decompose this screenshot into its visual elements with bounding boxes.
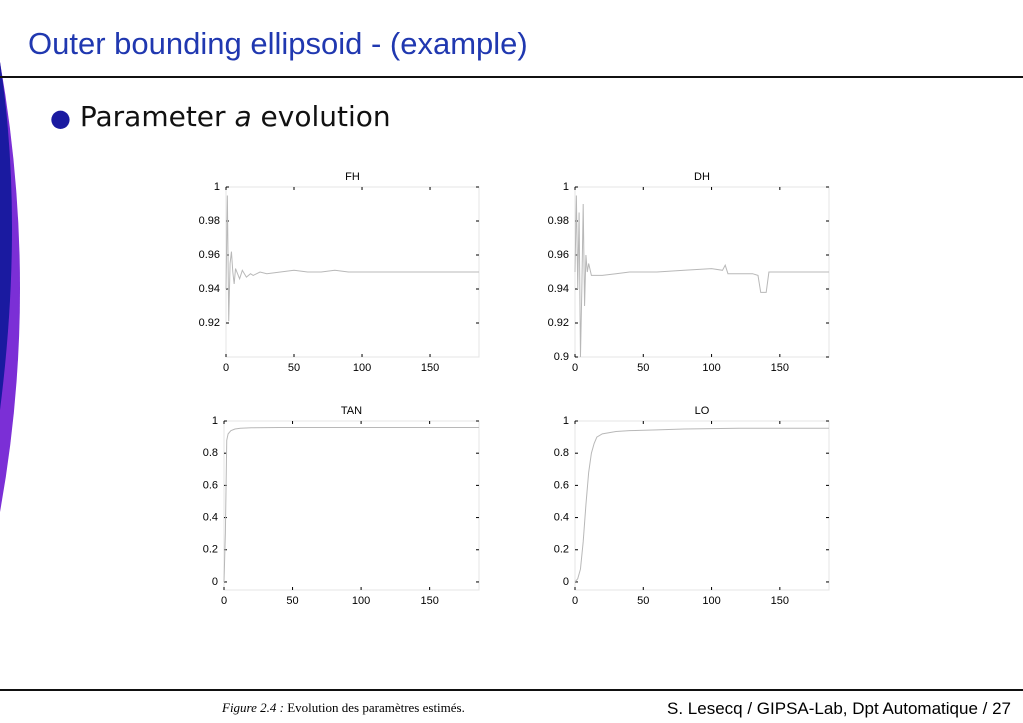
y-tick-label: 0.98 bbox=[199, 215, 220, 227]
y-tick-label: 0.6 bbox=[554, 479, 569, 491]
y-tick-label: 0.94 bbox=[199, 283, 220, 295]
x-tick-label: 100 bbox=[353, 362, 371, 374]
y-tick-label: 0.6 bbox=[203, 479, 218, 491]
x-tick-label: 0 bbox=[572, 362, 578, 374]
y-tick-label: 0.96 bbox=[548, 249, 569, 261]
x-tick-label: 150 bbox=[420, 595, 438, 607]
x-tick-label: 150 bbox=[771, 595, 789, 607]
y-tick-label: 0.9 bbox=[554, 351, 569, 363]
x-tick-label: 0 bbox=[572, 595, 578, 607]
y-tick-label: 0.96 bbox=[199, 249, 220, 261]
x-tick-label: 50 bbox=[637, 595, 649, 607]
bullet-text: evolution bbox=[260, 100, 391, 133]
y-tick-label: 0.2 bbox=[203, 544, 218, 556]
x-tick-label: 0 bbox=[223, 362, 229, 374]
data-line bbox=[574, 195, 829, 358]
y-tick-label: 0.2 bbox=[554, 544, 569, 556]
y-tick-label: 0 bbox=[563, 576, 569, 588]
chart-title: LO bbox=[695, 405, 710, 417]
y-tick-label: 0.98 bbox=[548, 215, 569, 227]
bullet-text: Parameter bbox=[79, 100, 226, 133]
caption-label: Figure 2.4 : bbox=[222, 700, 284, 715]
chart-title: DH bbox=[694, 171, 710, 183]
y-tick-label: 0.4 bbox=[554, 511, 569, 523]
y-tick-label: 0.92 bbox=[199, 317, 220, 329]
x-tick-label: 150 bbox=[771, 362, 789, 374]
y-tick-label: 1 bbox=[212, 415, 218, 427]
y-tick-label: 0.8 bbox=[554, 447, 569, 459]
x-tick-label: 100 bbox=[352, 595, 370, 607]
plot-area bbox=[574, 420, 830, 591]
x-tick-label: 0 bbox=[221, 595, 227, 607]
decoration bbox=[0, 62, 12, 410]
x-tick-label: 100 bbox=[702, 595, 720, 607]
plot-area bbox=[223, 420, 480, 591]
data-line bbox=[223, 426, 479, 582]
footer: S. Lesecq / GIPSA-Lab, Dpt Automatique /… bbox=[667, 699, 1011, 718]
data-line bbox=[225, 195, 479, 322]
bullet: ● Parameter a evolution bbox=[50, 100, 391, 133]
x-tick-label: 50 bbox=[288, 362, 300, 374]
y-tick-label: 0.92 bbox=[548, 317, 569, 329]
x-tick-label: 150 bbox=[421, 362, 439, 374]
y-tick-label: 0.8 bbox=[203, 447, 218, 459]
y-tick-label: 0.94 bbox=[548, 283, 569, 295]
caption-text: Evolution des paramètres estimés. bbox=[287, 700, 465, 715]
caption: Figure 2.4 : Evolution des paramètres es… bbox=[222, 700, 465, 716]
y-tick-label: 0.4 bbox=[203, 511, 218, 523]
y-tick-label: 1 bbox=[563, 181, 569, 193]
y-tick-label: 1 bbox=[214, 181, 220, 193]
y-tick-label: 0 bbox=[212, 576, 218, 588]
x-tick-label: 50 bbox=[637, 362, 649, 374]
chart-title: FH bbox=[345, 171, 360, 183]
y-tick-label: 1 bbox=[563, 415, 569, 427]
chart-title: TAN bbox=[341, 405, 362, 417]
x-tick-label: 50 bbox=[286, 595, 298, 607]
x-tick-label: 100 bbox=[702, 362, 720, 374]
bullet-text: a bbox=[234, 100, 252, 133]
data-line bbox=[574, 427, 829, 583]
slide-title: Outer bounding ellipsoid - (example) bbox=[28, 26, 528, 61]
